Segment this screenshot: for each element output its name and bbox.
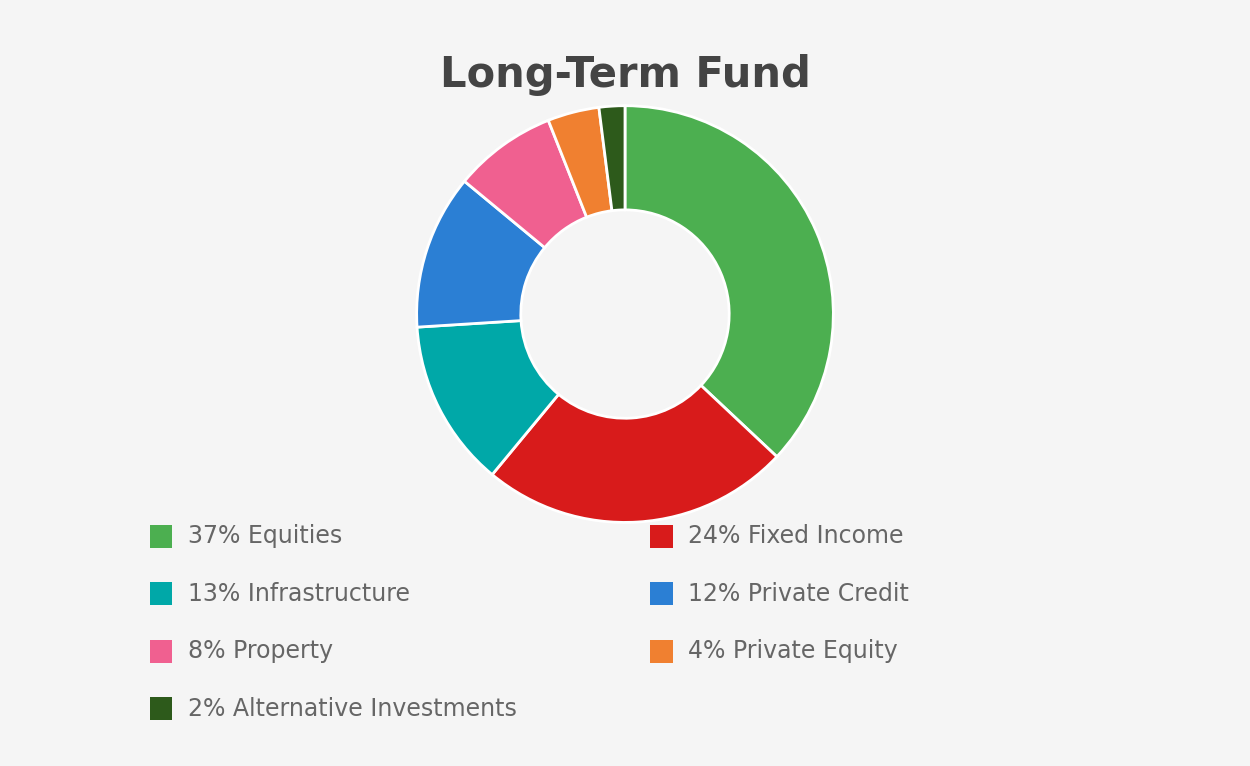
Wedge shape — [549, 107, 612, 218]
Wedge shape — [416, 182, 545, 327]
Text: 12% Private Credit: 12% Private Credit — [688, 581, 909, 606]
Text: 24% Fixed Income: 24% Fixed Income — [688, 524, 902, 548]
Wedge shape — [492, 385, 778, 522]
Wedge shape — [418, 321, 559, 475]
Text: 8% Property: 8% Property — [188, 639, 332, 663]
Text: 13% Infrastructure: 13% Infrastructure — [188, 581, 410, 606]
Wedge shape — [599, 106, 625, 211]
Wedge shape — [625, 106, 834, 457]
Wedge shape — [465, 120, 586, 247]
Text: 2% Alternative Investments: 2% Alternative Investments — [188, 696, 516, 721]
Text: Long-Term Fund: Long-Term Fund — [440, 54, 810, 96]
Text: 4% Private Equity: 4% Private Equity — [688, 639, 897, 663]
Text: 37% Equities: 37% Equities — [188, 524, 341, 548]
